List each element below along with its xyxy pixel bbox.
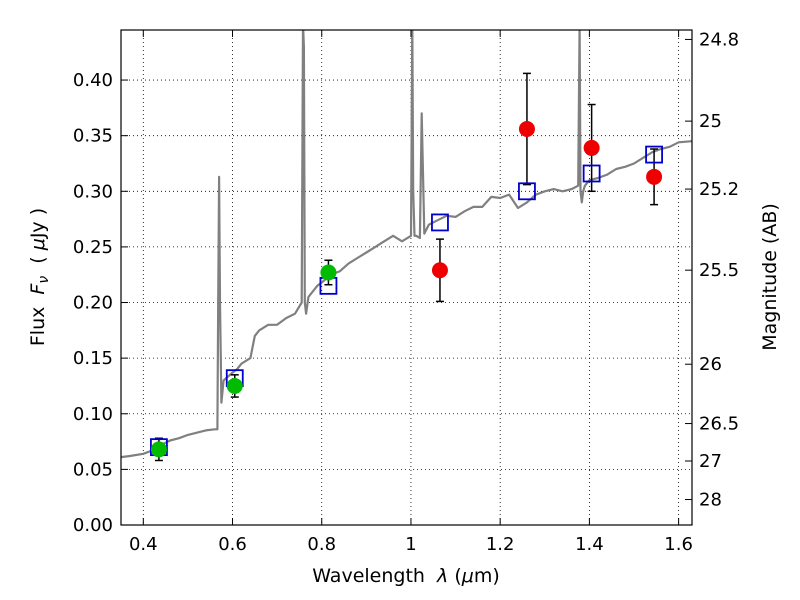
grid-lines	[121, 30, 692, 526]
x-tick-label: 1.4	[575, 534, 604, 555]
y-tick-label: 0.15	[73, 348, 113, 369]
y-tick-label: 0.25	[73, 237, 113, 258]
y-tick-label: 0.10	[73, 404, 113, 425]
plot-area	[121, 30, 692, 462]
y2-axis-label: Magnitude (AB)	[759, 203, 781, 351]
y-tick-label: 0.00	[73, 515, 113, 536]
red-point	[583, 139, 600, 156]
y-tick-label: 0.20	[73, 293, 113, 314]
y2-tick-label: 26.5	[699, 414, 739, 435]
green-point	[226, 377, 243, 394]
red-point	[518, 121, 535, 137]
green-point	[320, 264, 337, 281]
red-point	[431, 262, 448, 279]
x-tick-label: 0.6	[218, 534, 247, 555]
green-point	[150, 441, 167, 458]
x-tick-label: 1.2	[486, 534, 515, 555]
model-box-marker	[582, 164, 601, 183]
model-box-marker	[518, 182, 536, 201]
x-axis-label: Wavelength λ (μm)	[312, 565, 500, 587]
x-tick-label: 1	[405, 534, 416, 555]
y-tick-label: 0.30	[73, 181, 113, 202]
y2-tick-label: 25	[699, 111, 722, 132]
model-box-marker	[645, 145, 663, 164]
y2-tick-label: 28	[699, 490, 722, 511]
red-point	[646, 168, 663, 185]
model-box-marker	[431, 213, 449, 232]
y2-tick-label: 25.2	[699, 179, 739, 200]
spectrum-line	[121, 30, 692, 459]
x-tick-label: 1.6	[664, 534, 693, 555]
plot-frame	[120, 29, 693, 526]
y2-tick-label: 25.5	[699, 260, 739, 281]
y-tick-label: 0.05	[73, 459, 113, 480]
y2-tick-label: 24.8	[699, 29, 739, 50]
plot-background	[121, 30, 692, 525]
x-tick-label: 0.8	[307, 534, 336, 555]
y-axis-label: Flux Fν ( μJy )	[27, 208, 52, 346]
y2-tick-label: 27	[699, 451, 722, 472]
y-tick-label: 0.35	[73, 126, 113, 147]
y-tick-label: 0.40	[73, 70, 113, 91]
axis-ticks: 0.4 0.6 0.8 1 1.2 1.4 1.6 0.00 0.05 0.10 0.15 0.20 0…	[73, 29, 739, 555]
y2-tick-label: 26	[699, 354, 722, 375]
x-tick-label: 0.4	[129, 534, 158, 555]
